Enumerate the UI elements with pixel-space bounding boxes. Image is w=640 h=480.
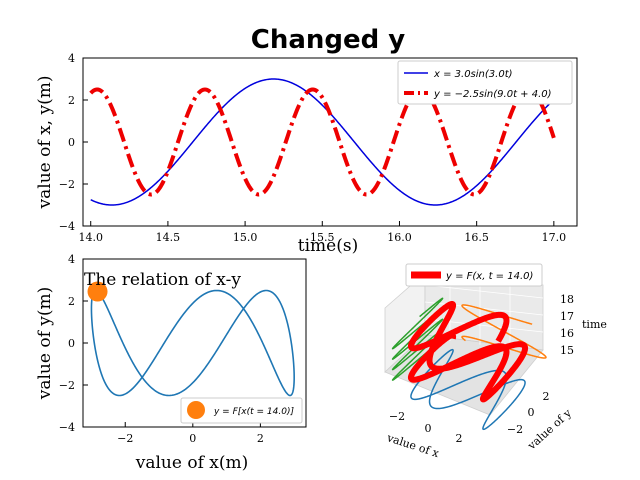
xy-legend-box — [180, 397, 303, 424]
xy-annotation: The relation of x-y — [84, 270, 241, 290]
3d-y-tick-label: 0 — [528, 406, 535, 419]
xy-y-tick-label: 2 — [68, 295, 75, 308]
3d-z-tick-label: 17 — [560, 310, 574, 323]
top-x-tick-label: 16.0 — [387, 231, 412, 244]
top-x-tick-label: 16.5 — [464, 231, 489, 244]
xy-x-axis-label: value of x(m) — [135, 453, 249, 473]
3d-y-tick-label: 2 — [543, 390, 550, 403]
legend-marker-xy — [187, 401, 205, 419]
legend-label-xy: y = F[x(t = 14.0)] — [213, 407, 294, 417]
xy-x-tick-label: 0 — [189, 432, 196, 445]
xy-y-axis-label: value of y(m) — [35, 287, 55, 401]
3d-projection-xy — [410, 348, 526, 431]
top-x-tick-label: 14.5 — [156, 231, 181, 244]
top-chart: 14.0 14.5 15.0 15.5 16.0 16.5 17.0 4 2 0 −2 −4 time… — [35, 52, 578, 256]
3d-x-tick-label: 0 — [425, 422, 432, 435]
top-x-tick-label: 17.0 — [542, 231, 567, 244]
top-y-tick-label: −4 — [59, 220, 75, 233]
top-y-tick-label: 4 — [68, 52, 75, 65]
3d-legend: y = F(x, t = 14.0) — [405, 263, 543, 287]
3d-projection-yt — [391, 297, 444, 381]
3d-grid-line — [424, 301, 544, 316]
3d-curve — [407, 300, 529, 403]
xy-y-tick-label: 4 — [68, 253, 75, 266]
top-x-tick-label: 14.0 — [78, 231, 103, 244]
3d-z-tick-label: 15 — [560, 344, 574, 357]
xy-y-tick-label: −2 — [59, 379, 75, 392]
top-y-tick-label: 0 — [68, 136, 75, 149]
xy-chart: −2 0 2 4 2 0 −2 −4 The relation of x-y value of… — [35, 253, 307, 473]
top-series-y — [89, 87, 556, 197]
xy-x-tick-label: −2 — [117, 432, 133, 445]
top-y-axis-label: value of x, y(m) — [35, 76, 55, 210]
3d-x-tick-label: −2 — [389, 410, 405, 423]
3d-z-tick-label: 18 — [560, 293, 574, 306]
top-x-axis-label: time(s) — [298, 236, 358, 256]
xy-y-tick-label: 0 — [68, 337, 75, 350]
top-y-tick-label: −2 — [59, 178, 75, 191]
3d-z-tick-label: 16 — [560, 327, 574, 340]
top-x-tick-label: 15.0 — [233, 231, 258, 244]
xy-x-tick-label: 2 — [257, 432, 264, 445]
top-series-x — [90, 78, 555, 206]
3d-x-axis-label: value of x — [385, 431, 442, 461]
legend-label-3d: y = F(x, t = 14.0) — [445, 271, 533, 282]
xy-curve — [90, 289, 295, 397]
3d-y-tick-label: −2 — [507, 423, 523, 436]
3d-grid-line — [424, 284, 544, 299]
3d-legend-box — [405, 263, 543, 287]
top-legend-box — [397, 60, 573, 105]
3d-projection-xt — [461, 304, 547, 359]
legend-label-y: y = −2.5sin(9.0t + 4.0) — [433, 89, 552, 100]
top-legend: x = 3.0sin(3.0t) y = −2.5sin(9.0t + 4.0) — [397, 60, 573, 105]
legend-label-x: x = 3.0sin(3.0t) — [433, 69, 513, 80]
top-x-tick-label: 15.5 — [310, 231, 335, 244]
3d-z-axis-label: time — [582, 318, 607, 331]
xy-y-tick-label: −4 — [59, 421, 75, 434]
figure-title: Changed y — [251, 25, 406, 55]
xy-legend: y = F[x(t = 14.0)] — [180, 397, 303, 424]
top-y-tick-label: 2 — [68, 94, 75, 107]
3d-x-tick-label: 2 — [456, 432, 463, 445]
xy-marker — [87, 281, 108, 302]
